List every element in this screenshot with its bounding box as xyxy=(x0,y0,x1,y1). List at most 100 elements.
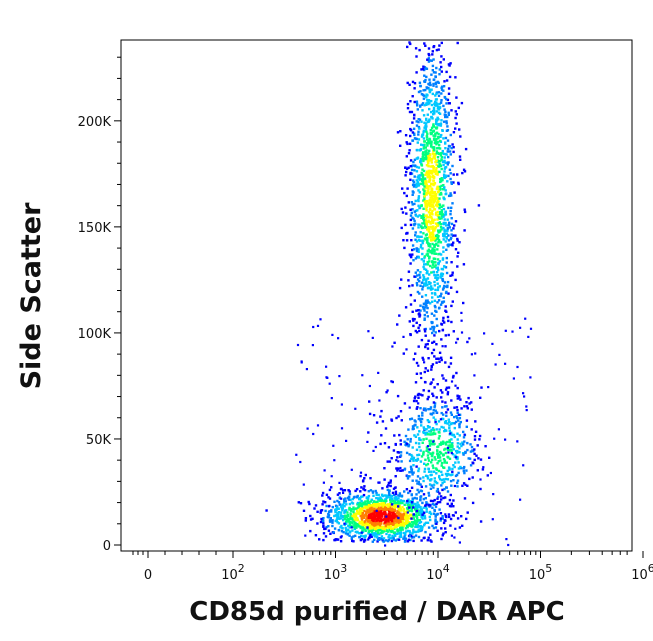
data-point xyxy=(384,539,388,542)
data-point xyxy=(419,495,423,498)
data-point xyxy=(407,443,410,446)
data-point xyxy=(451,202,454,205)
data-point xyxy=(456,481,459,485)
data-point xyxy=(345,518,349,522)
data-point xyxy=(442,173,446,176)
data-point xyxy=(419,477,422,480)
data-point xyxy=(403,533,407,537)
data-point xyxy=(374,524,377,527)
data-point xyxy=(432,416,435,419)
data-point xyxy=(420,516,423,519)
data-point xyxy=(403,503,406,506)
data-point xyxy=(437,216,441,219)
data-point xyxy=(435,120,438,124)
data-point xyxy=(336,538,340,541)
data-point xyxy=(351,539,354,543)
data-point xyxy=(436,495,440,499)
data-point xyxy=(460,319,463,322)
data-point xyxy=(458,526,462,529)
data-point xyxy=(430,217,434,220)
data-point xyxy=(430,99,433,103)
data-point xyxy=(425,209,428,212)
data-point xyxy=(418,191,421,194)
data-point xyxy=(433,229,436,232)
density-dots xyxy=(265,41,533,547)
data-point xyxy=(420,376,423,380)
data-point xyxy=(420,120,423,123)
data-point xyxy=(404,527,408,530)
data-point xyxy=(408,506,411,509)
data-point xyxy=(409,218,412,222)
data-point xyxy=(390,516,393,519)
data-point xyxy=(436,123,439,126)
data-point xyxy=(424,157,428,161)
data-point xyxy=(466,340,469,344)
data-point xyxy=(427,173,430,176)
data-point xyxy=(419,449,422,452)
data-point xyxy=(419,417,422,421)
data-point xyxy=(404,306,408,309)
data-point xyxy=(438,207,441,210)
data-point xyxy=(409,208,412,211)
data-point xyxy=(435,343,438,346)
data-point xyxy=(456,237,459,241)
data-point xyxy=(416,458,419,461)
data-point xyxy=(437,445,440,448)
data-point xyxy=(462,469,465,473)
data-point xyxy=(435,317,438,321)
data-point xyxy=(457,413,460,416)
data-point xyxy=(352,520,355,523)
data-point xyxy=(439,389,443,392)
data-point xyxy=(449,505,453,508)
data-point xyxy=(370,508,374,511)
data-point xyxy=(351,497,355,501)
data-point xyxy=(413,113,416,117)
data-point xyxy=(433,299,437,302)
data-point xyxy=(354,489,357,493)
data-point xyxy=(416,278,420,281)
data-point xyxy=(398,314,401,317)
data-point xyxy=(446,125,449,128)
data-point xyxy=(361,529,364,532)
data-point xyxy=(434,98,438,101)
data-point xyxy=(378,399,381,402)
data-point xyxy=(368,384,371,388)
data-point xyxy=(417,130,420,133)
data-point xyxy=(412,399,416,403)
data-point xyxy=(327,505,331,508)
data-point xyxy=(439,101,443,104)
data-point xyxy=(442,215,445,218)
data-point xyxy=(452,131,456,134)
data-point xyxy=(423,195,426,198)
data-point xyxy=(444,345,447,348)
data-point xyxy=(450,181,453,184)
data-point xyxy=(423,467,427,471)
data-point xyxy=(418,81,422,84)
data-point xyxy=(359,507,362,510)
data-point xyxy=(441,517,444,520)
data-point xyxy=(395,512,398,515)
data-point xyxy=(404,537,407,540)
data-point xyxy=(427,526,431,529)
data-point xyxy=(436,454,440,458)
data-point xyxy=(367,502,370,505)
data-point xyxy=(441,481,444,485)
data-point xyxy=(391,512,395,516)
data-point xyxy=(358,502,361,506)
data-point xyxy=(511,330,514,333)
data-point xyxy=(399,526,402,530)
data-point xyxy=(401,517,404,520)
data-point xyxy=(396,529,399,532)
data-point xyxy=(438,500,442,504)
data-point xyxy=(422,130,425,134)
data-point xyxy=(415,497,418,500)
data-point xyxy=(463,229,466,232)
data-point xyxy=(444,136,448,140)
data-point xyxy=(398,532,401,535)
data-point xyxy=(432,257,435,260)
data-point xyxy=(423,514,426,517)
data-point xyxy=(446,478,450,481)
data-point xyxy=(352,510,355,514)
data-point xyxy=(401,211,405,214)
data-point xyxy=(449,448,452,452)
